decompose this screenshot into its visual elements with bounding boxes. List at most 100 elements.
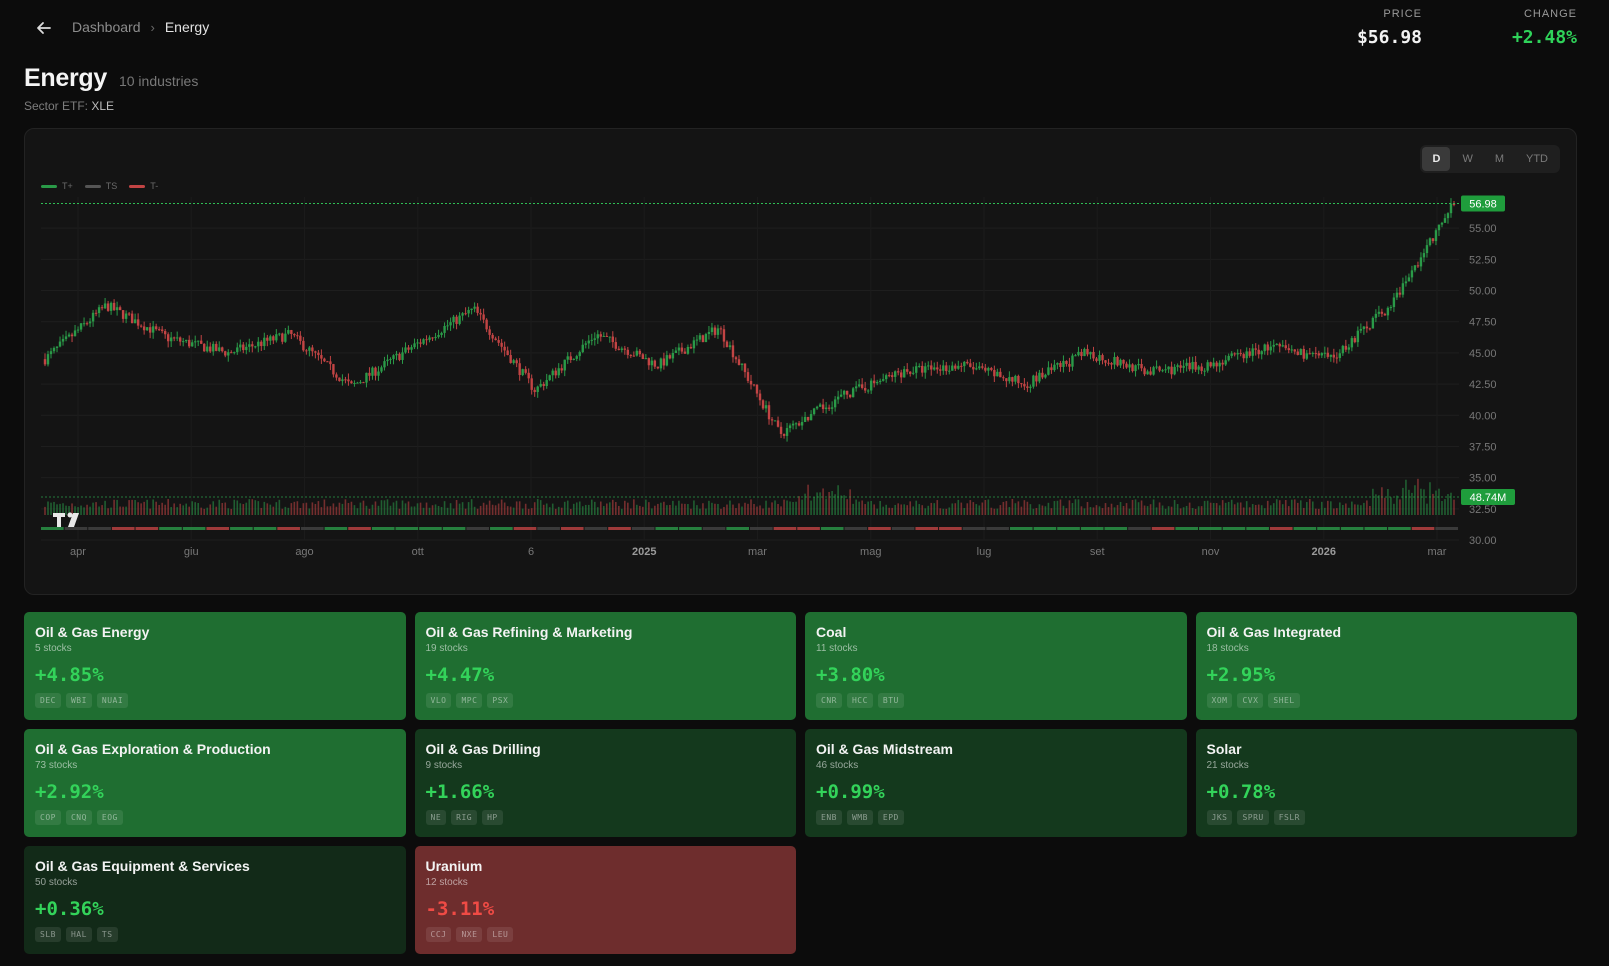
timeframe-w-button[interactable]: W [1462, 153, 1473, 165]
ticker-chip[interactable]: JKS [1206, 810, 1233, 825]
volume-bar [1062, 505, 1065, 515]
volume-bar [413, 506, 416, 515]
ticker-chip[interactable]: EPD [877, 810, 904, 825]
stock-count: 5 stocks [35, 643, 72, 654]
volume-bar [744, 502, 746, 515]
ticker-chip[interactable]: NUAI [96, 693, 129, 708]
ticker-chip[interactable]: WMB [846, 810, 873, 825]
volume-bar [563, 501, 566, 515]
candle-body [1431, 238, 1435, 242]
volume-bar [741, 506, 743, 515]
industry-card[interactable]: Oil & Gas Integrated 18 stocks +2.95% XOM CV… [1195, 612, 1577, 720]
volume-bar [1182, 507, 1185, 515]
candle-body [860, 384, 864, 388]
candle-body [623, 348, 627, 350]
volume-bar [467, 502, 470, 515]
industry-card[interactable]: Coal 11 stocks +3.80% CNR HCC BTU [805, 612, 1187, 720]
ticker-chip[interactable]: EOG [96, 810, 123, 825]
volume-bar [557, 506, 560, 515]
ticker-chip[interactable]: SHEL [1268, 693, 1300, 708]
timeframe-d-button[interactable]: D [1422, 147, 1451, 171]
x-tick-label: 2025 [632, 546, 656, 558]
volume-bar [795, 501, 797, 515]
ticker-chip[interactable]: NE [425, 810, 447, 825]
candle-body [1365, 326, 1369, 329]
ticker-chip[interactable]: FSLR [1273, 810, 1305, 825]
candle-body [127, 313, 131, 315]
candle-body [1035, 375, 1038, 382]
ticker-chip[interactable]: ENB [816, 810, 842, 825]
volume-bar [627, 502, 629, 515]
volume-bar [903, 504, 906, 515]
candle-body [972, 366, 975, 370]
timeframe-m-button[interactable]: M [1494, 153, 1504, 165]
ticker-chip[interactable]: BTU [877, 693, 904, 708]
ticker-chip[interactable]: SLB [35, 927, 61, 942]
volume-bar [44, 506, 46, 515]
price-chart[interactable]: 55.00 52.50 50.00 47.50 45.00 42.50 40.00 37.50… [25, 129, 1577, 595]
ticker-chip[interactable]: HP [482, 810, 503, 825]
ticker-chip[interactable]: TS [96, 927, 118, 942]
candle-body [1281, 345, 1284, 347]
industry-card[interactable]: Oil & Gas Refining & Marketing 19 stocks +… [414, 612, 796, 720]
stock-count: 9 stocks [425, 760, 463, 771]
ticker-chip[interactable]: NXE [456, 927, 483, 942]
industry-card[interactable]: Uranium 12 stocks -3.11% CCJ NXE LEU [414, 846, 796, 954]
candle-body [236, 347, 239, 353]
volume-bar [302, 503, 305, 515]
candle-body [428, 337, 431, 340]
ticker-chip[interactable]: CNR [816, 693, 842, 708]
volume-bar [1095, 505, 1098, 515]
candle-body [124, 313, 128, 319]
ticker-chip[interactable]: HAL [65, 927, 92, 942]
candle-body [731, 345, 735, 358]
candle-body [839, 394, 843, 397]
candle-body [1053, 364, 1056, 371]
etf-symbol[interactable]: XLE [91, 99, 115, 113]
ticker-chip[interactable]: CVX [1237, 693, 1264, 708]
volume-bar [939, 508, 942, 515]
timeframe-ytd-button[interactable]: YTD [1526, 153, 1548, 165]
ticker-list: NE RIG HP [425, 810, 786, 825]
ticker-chip[interactable]: COP [35, 810, 61, 825]
ticker-chip[interactable]: WBI [65, 693, 92, 708]
ticker-chip[interactable]: RIG [451, 810, 478, 825]
x-tick-label: mar [748, 546, 767, 558]
ticker-chip[interactable]: CNQ [65, 810, 92, 825]
candle-body [854, 386, 858, 389]
breadcrumb-dashboard-link[interactable]: Dashboard [72, 19, 141, 35]
ticker-chip[interactable]: CCJ [425, 927, 452, 942]
ticker-chip[interactable]: DEC [35, 693, 61, 708]
industry-change: +3.80% [816, 664, 885, 686]
volume-bar [572, 503, 575, 515]
back-button[interactable] [34, 18, 54, 38]
candle-body [794, 423, 798, 425]
ticker-chip[interactable]: VLO [425, 693, 452, 708]
industry-card[interactable]: Oil & Gas Drilling 9 stocks +1.66% NE RIG HP [414, 729, 796, 837]
candle-body [1050, 367, 1053, 371]
ticker-chip[interactable]: PSX [487, 693, 514, 708]
ticker-chip[interactable]: HCC [846, 693, 873, 708]
volume-bar [362, 500, 365, 515]
ticker-chip[interactable]: MPC [456, 693, 483, 708]
industry-change: +2.95% [1206, 664, 1276, 686]
volume-bar [344, 499, 347, 515]
candle-body [930, 365, 933, 370]
industry-card[interactable]: Oil & Gas Equipment & Services 50 stocks +… [24, 846, 406, 954]
volume-bar [792, 501, 794, 515]
industry-card[interactable]: Oil & Gas Midstream 46 stocks +0.99% ENB WMB… [805, 729, 1187, 837]
industry-card[interactable]: Solar 21 stocks +0.78% JKS SPRU FSLR [1195, 729, 1577, 837]
candle-body [1326, 352, 1330, 357]
ticker-chip[interactable]: SPRU [1237, 810, 1269, 825]
industry-card[interactable]: Oil & Gas Energy 5 stocks +4.85% DEC WBI NUAI [24, 612, 406, 720]
volume-bar [981, 502, 984, 515]
ticker-chip[interactable]: XOM [1206, 693, 1233, 708]
volume-bar [885, 504, 887, 515]
candle-body [82, 323, 86, 325]
volume-bar [1110, 503, 1113, 515]
ticker-chip[interactable]: LEU [487, 927, 514, 942]
trend-segment [679, 527, 702, 530]
volume-bar [128, 500, 130, 515]
industry-card[interactable]: Oil & Gas Exploration & Production 73 sto… [24, 729, 406, 837]
industry-count: 10 industries [118, 73, 199, 89]
